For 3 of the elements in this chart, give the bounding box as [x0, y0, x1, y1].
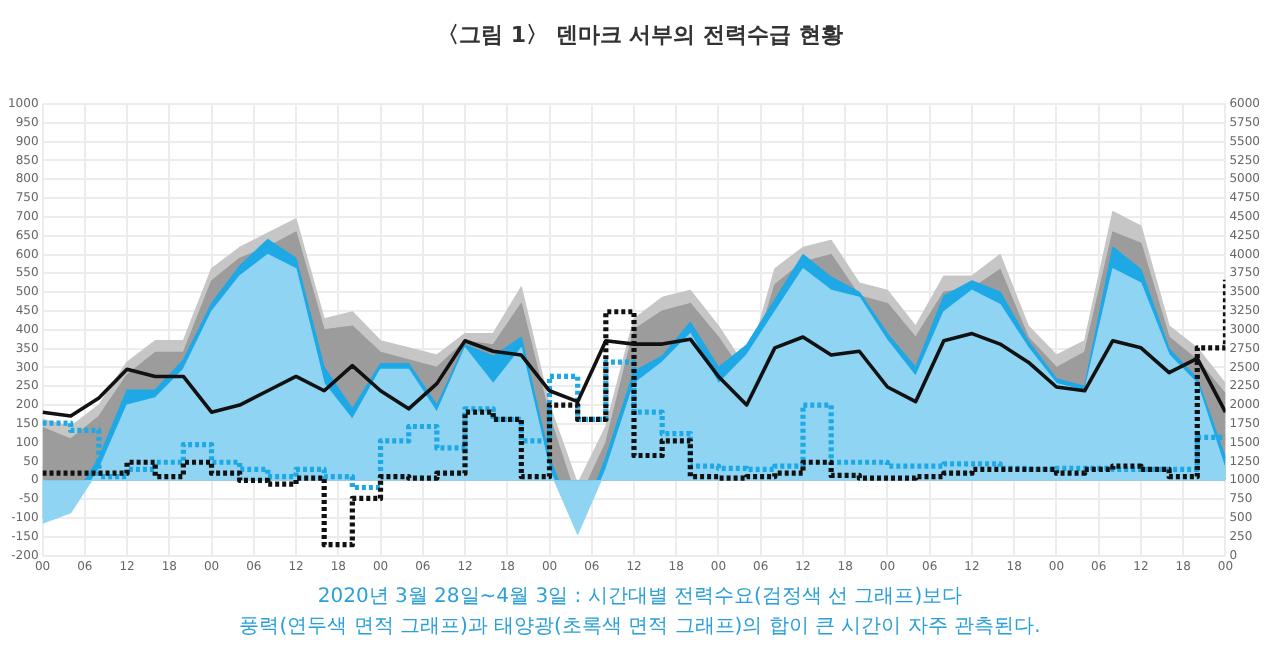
text: 풍력(연두색 면적 그래프)과 태양광(초록색 면적 그래프)의 합이 큰 시간이 자주 관측된다.	[237, 614, 1043, 642]
chart-title: 〈그림 1〉 덴마크 서부의 전력수급 현황	[435, 20, 845, 52]
text: 2020년 3월 28일~4월 3일 : 시간대별 전력수요(검정색 선 그래프)보다	[315, 584, 965, 612]
